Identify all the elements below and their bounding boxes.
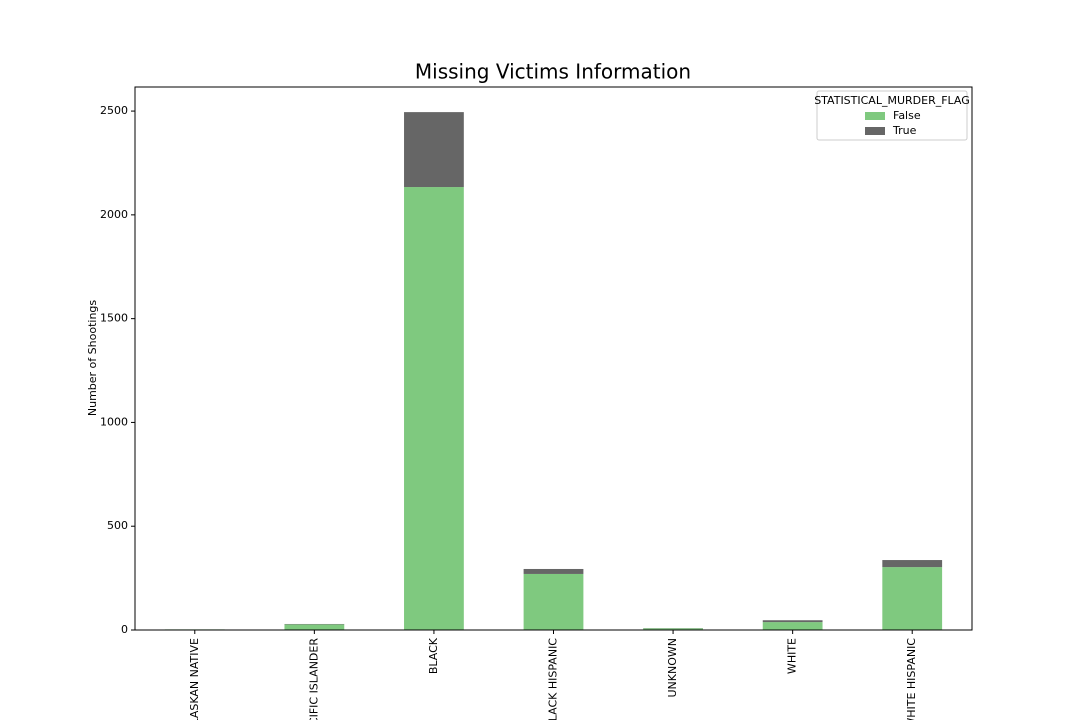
bar-segment (762, 620, 823, 623)
legend-swatch (865, 112, 885, 120)
bar-segment (523, 568, 584, 574)
x-tick-label: BLACK (427, 637, 440, 674)
bar-segment (404, 112, 464, 188)
y-axis-label: Number of Shootings (86, 300, 99, 417)
legend-swatch (865, 127, 885, 135)
bar-segment (643, 628, 703, 630)
y-tick-label: 1500 (100, 312, 128, 325)
y-tick-label: 2500 (100, 104, 128, 117)
legend-title: STATISTICAL_MURDER_FLAG (814, 94, 970, 107)
y-tick-label: 2000 (100, 208, 128, 221)
y-tick-label: 0 (121, 623, 128, 636)
legend-label: False (893, 109, 921, 122)
x-tick-label: WHITE HISPANIC (905, 638, 918, 720)
x-tick-label: WHITE (786, 638, 799, 674)
y-tick-label: 1000 (100, 415, 128, 428)
bar-segment (404, 187, 464, 631)
x-tick-label: ACIFIC ISLANDER (307, 638, 320, 720)
bar-segment (882, 560, 943, 568)
x-tick-label: ALASKAN NATIVE (188, 638, 201, 720)
y-tick-label: 500 (107, 519, 128, 532)
bar-segment (523, 573, 584, 630)
legend-label: True (892, 124, 917, 137)
x-tick-label: BLACK HISPANIC (547, 638, 560, 720)
plot-frame (134, 86, 973, 631)
legend-box (816, 90, 968, 141)
x-tick-label: UNKNOWN (666, 638, 679, 698)
chart-title: Missing Victims Information (415, 60, 691, 84)
bar-segment (284, 624, 345, 630)
bar-segment (762, 622, 823, 630)
bar-segment (882, 567, 943, 630)
